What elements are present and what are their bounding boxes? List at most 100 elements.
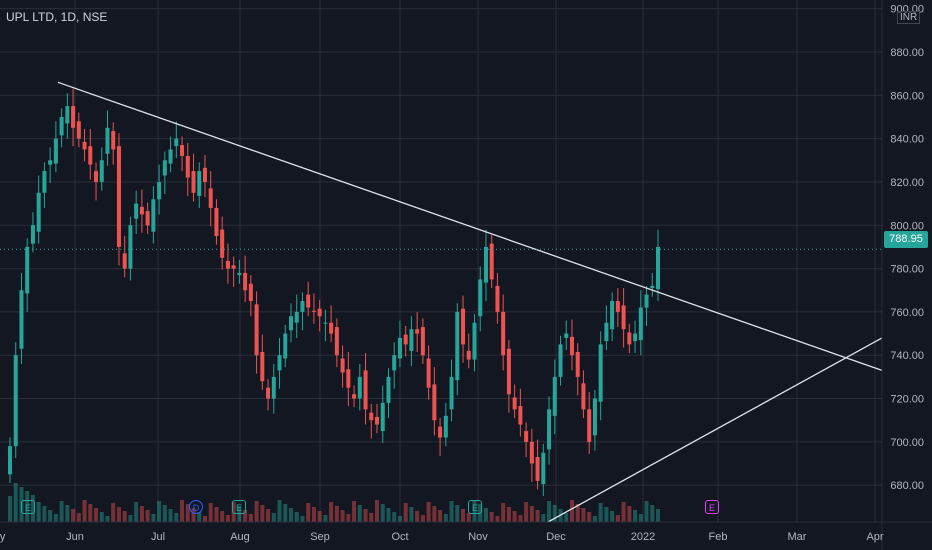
time-tick-label: May: [0, 531, 6, 543]
candle-body: [128, 225, 133, 269]
candle-body: [638, 307, 643, 341]
earnings-icon[interactable]: E: [468, 500, 482, 514]
candlestick-series[interactable]: [7, 88, 661, 497]
candle-body: [134, 203, 139, 219]
candle-body: [99, 160, 104, 182]
volume-bar: [82, 500, 87, 522]
volume-bar: [552, 505, 557, 522]
volume-bar: [432, 506, 437, 522]
volume-bar: [53, 514, 58, 522]
volume-bar: [7, 496, 13, 522]
symbol-title[interactable]: UPL LTD, 1D, NSE: [6, 10, 108, 24]
candle-body: [581, 383, 586, 410]
volume-bar: [59, 501, 64, 522]
candle-body: [7, 446, 13, 475]
volume-bar: [128, 515, 133, 522]
volume-bar: [208, 503, 213, 522]
time-tick-label: Jun: [66, 531, 84, 543]
candle-body: [157, 181, 162, 200]
candle-body: [524, 431, 529, 442]
candle-body: [340, 358, 345, 373]
candle-body: [88, 146, 93, 165]
volume-bar: [151, 514, 156, 522]
volume-bar: [134, 502, 139, 522]
price-tick-label: 680.00: [890, 480, 924, 492]
candle-body: [116, 146, 121, 247]
volume-bar: [472, 500, 477, 522]
time-tick-label: Mar: [788, 531, 807, 543]
price-tick-label: 840.00: [890, 134, 924, 146]
time-tick-label: Feb: [709, 531, 728, 543]
volume-bar: [627, 506, 632, 522]
candle-body: [243, 272, 248, 291]
candle-body: [518, 406, 523, 425]
candle-body: [30, 225, 35, 244]
earnings-icon[interactable]: E: [232, 500, 246, 514]
candle-body: [306, 294, 311, 308]
earnings-upcoming-icon[interactable]: E: [705, 500, 719, 514]
price-tick-label: 760.00: [890, 307, 924, 319]
candle-body: [13, 355, 18, 447]
volume-bar: [386, 508, 391, 522]
candle-body: [162, 160, 167, 176]
earnings-icon[interactable]: E: [21, 500, 35, 514]
volume-bar: [145, 510, 150, 522]
support-trendline[interactable]: [547, 337, 883, 523]
candle-body: [655, 246, 661, 290]
candle-body: [42, 171, 47, 193]
dividend-icon[interactable]: D: [189, 500, 203, 514]
candle-body: [19, 290, 24, 349]
volume-bar: [483, 508, 488, 522]
candle-body: [329, 322, 334, 334]
candle-body: [375, 416, 380, 425]
volume-bar: [621, 502, 626, 522]
volume-bar: [65, 505, 70, 522]
volume-bar: [88, 504, 93, 522]
volume-bar: [300, 516, 305, 522]
candle-body: [621, 305, 626, 330]
time-tick-label: Jul: [151, 531, 165, 543]
volume-bar: [329, 502, 334, 522]
candle-body: [271, 376, 276, 399]
volume-bar: [569, 500, 574, 522]
volume-bar: [99, 512, 104, 522]
volume-bar: [420, 515, 425, 522]
volume-bar: [283, 504, 288, 522]
candle-body: [575, 351, 580, 377]
time-axis[interactable]: May Jun Jul Aug Sep Oct Nov Dec 2022 Feb Mar Apr: [0, 521, 932, 543]
volume-bar: [655, 509, 661, 522]
candle-body: [438, 426, 443, 438]
volume-bar: [397, 516, 402, 522]
last-price-tag: 788.95: [884, 231, 928, 248]
volume-bar: [587, 512, 592, 522]
volume-bar: [535, 510, 540, 522]
candle-body: [564, 333, 569, 338]
candle-body: [237, 272, 242, 276]
volume-bar: [191, 508, 196, 522]
volume-bar: [363, 509, 368, 522]
volume-bar: [518, 515, 523, 522]
volume-bar: [48, 510, 53, 522]
volume-bar: [512, 511, 517, 522]
candle-body: [248, 283, 253, 302]
candle-body: [610, 301, 615, 330]
candle-body: [420, 327, 425, 356]
volume-bar: [610, 511, 615, 522]
currency-label[interactable]: INR: [897, 11, 921, 24]
candle-body: [512, 397, 517, 410]
candle-body: [151, 199, 156, 232]
candle-body: [311, 310, 316, 312]
volume-bar: [25, 491, 30, 522]
candle-body: [409, 329, 414, 351]
volume-bar: [575, 504, 580, 522]
resistance-trendline[interactable]: [57, 81, 883, 371]
price-tick-label: 740.00: [890, 350, 924, 362]
candle-body: [478, 279, 483, 317]
price-axis[interactable]: 680.00 700.00 720.00 740.00 760.00 780.00 800.…: [881, 0, 924, 550]
candle-body: [627, 332, 632, 345]
candle-body: [225, 261, 230, 269]
volume-bar: [615, 515, 620, 522]
candle-body: [202, 167, 207, 182]
price-tick-label: 800.00: [890, 220, 924, 232]
